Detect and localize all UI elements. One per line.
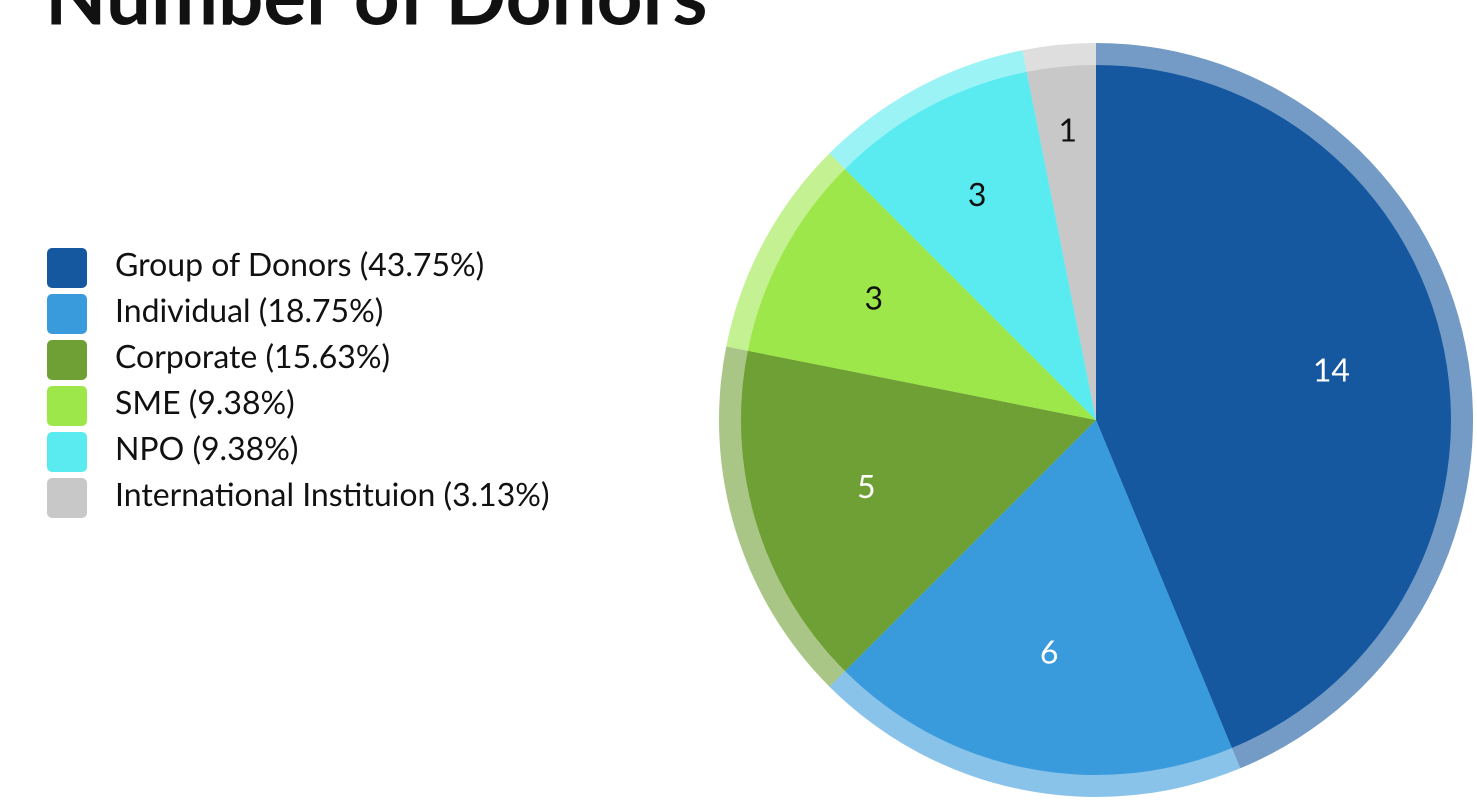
- data-label: 3: [968, 174, 987, 213]
- legend-swatch: [47, 294, 87, 334]
- pie-slice: [844, 71, 1096, 420]
- data-label: 14: [1313, 349, 1350, 388]
- legend-label: Group of Donors (43.75%): [115, 244, 484, 283]
- legend-label: Corporate (15.63%): [115, 336, 390, 375]
- legend-swatch: [47, 386, 87, 426]
- legend-label: Individual (18.75%): [115, 290, 383, 329]
- legend-label: NPO (9.38%): [115, 428, 298, 467]
- data-label: 5: [857, 466, 876, 505]
- legend-swatch: [47, 340, 87, 380]
- legend-label: SME (9.38%): [115, 382, 295, 421]
- legend-swatch: [47, 478, 87, 518]
- legend-swatch: [47, 432, 87, 472]
- legend-label: International Instituion (3.13%): [115, 474, 550, 513]
- pie-slice: [1026, 65, 1096, 420]
- pie-slice: [740, 350, 1096, 672]
- data-label: 1: [1058, 109, 1077, 148]
- data-label: 3: [864, 277, 883, 316]
- data-label: 6: [1040, 631, 1059, 670]
- pie-slice: [1096, 65, 1451, 748]
- chart-title: Number of Donors: [45, 0, 708, 43]
- pie-slice: [747, 168, 1096, 420]
- legend-swatch: [47, 248, 87, 288]
- pie-slice: [844, 420, 1232, 775]
